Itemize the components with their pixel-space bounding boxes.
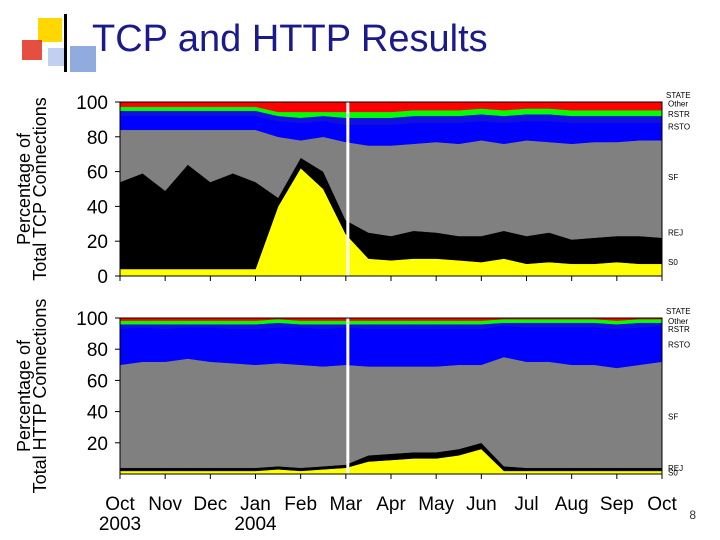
- panel-1-legend-title: STATE: [666, 91, 691, 100]
- title-rule: [64, 14, 67, 72]
- x-year-label: 2004: [234, 514, 277, 535]
- corner-square-lightblue: [48, 48, 66, 66]
- panel-1-ytick-label: 60: [87, 163, 108, 184]
- panel-2-ytick-label: 100: [76, 309, 108, 330]
- panel-2-legend-rej: REJ: [668, 464, 683, 473]
- x-tick-label: Aug: [555, 494, 589, 515]
- panel-1-legend-sf: SF: [668, 173, 678, 182]
- page-number: 8: [689, 508, 696, 522]
- x-tick-label: Feb: [284, 494, 317, 515]
- panel-1-ytick-label: 0: [97, 267, 108, 288]
- x-tick-label: Sep: [600, 494, 634, 515]
- corner-square-blue: [70, 46, 96, 72]
- panel-2-ylabel-line2: Total HTTP Connections: [30, 299, 50, 494]
- panel-2-legend-rstr: RSTR: [668, 325, 690, 334]
- panel-2-legend-other: Other: [668, 317, 688, 326]
- x-tick-label: Oct: [105, 494, 135, 515]
- x-tick-label: Mar: [329, 494, 362, 515]
- panel-1-ylabel-line2: Total TCP Connections: [30, 97, 50, 280]
- x-tick-label: Dec: [193, 494, 227, 515]
- corner-square-yellow: [38, 18, 62, 42]
- panel-1-legend-rsto: RSTO: [668, 122, 690, 131]
- x-tick-label: Oct: [647, 494, 677, 515]
- panel-2-ytick-label: 40: [87, 403, 108, 424]
- x-tick-label: Nov: [148, 494, 182, 515]
- panel-2-legend-sf: SF: [668, 412, 678, 421]
- x-tick-label: May: [418, 494, 454, 515]
- panel-1-ytick-label: 40: [87, 197, 108, 218]
- panel-1-legend-other: Other: [668, 100, 688, 109]
- panel-1-ytick-label: 20: [87, 232, 108, 253]
- panel-2-legend-rsto: RSTO: [668, 341, 690, 350]
- panel-2-area-sf: [119, 356, 663, 469]
- panel-1-ytick-label: 80: [87, 128, 108, 149]
- panel-2-ytick-label: 80: [87, 340, 108, 361]
- x-tick-label: Jan: [240, 494, 271, 515]
- panel-2-ytick-label: 20: [87, 434, 108, 455]
- panel-2-ylabel-line1: Percentage of: [14, 339, 34, 452]
- corner-square-red: [22, 40, 42, 60]
- x-tick-label: Jul: [514, 494, 538, 515]
- x-tick-label: Jun: [466, 494, 497, 515]
- panel-1-ylabel-line1: Percentage of: [14, 132, 34, 245]
- panel-2-legend-s0: S0: [668, 468, 678, 477]
- slide-title: TCP and HTTP Results: [92, 18, 488, 60]
- panel-1-legend-rstr: RSTR: [668, 110, 690, 119]
- x-year-label: 2003: [99, 514, 141, 535]
- panel-1-legend-rej: REJ: [668, 229, 683, 238]
- panel-2-legend-title: STATE: [666, 307, 691, 316]
- panel-2-ytick-label: 60: [87, 371, 108, 392]
- x-tick-label: Apr: [376, 494, 406, 515]
- panel-1-legend-s0: S0: [668, 258, 678, 267]
- panel-1-ytick-label: 100: [76, 93, 108, 114]
